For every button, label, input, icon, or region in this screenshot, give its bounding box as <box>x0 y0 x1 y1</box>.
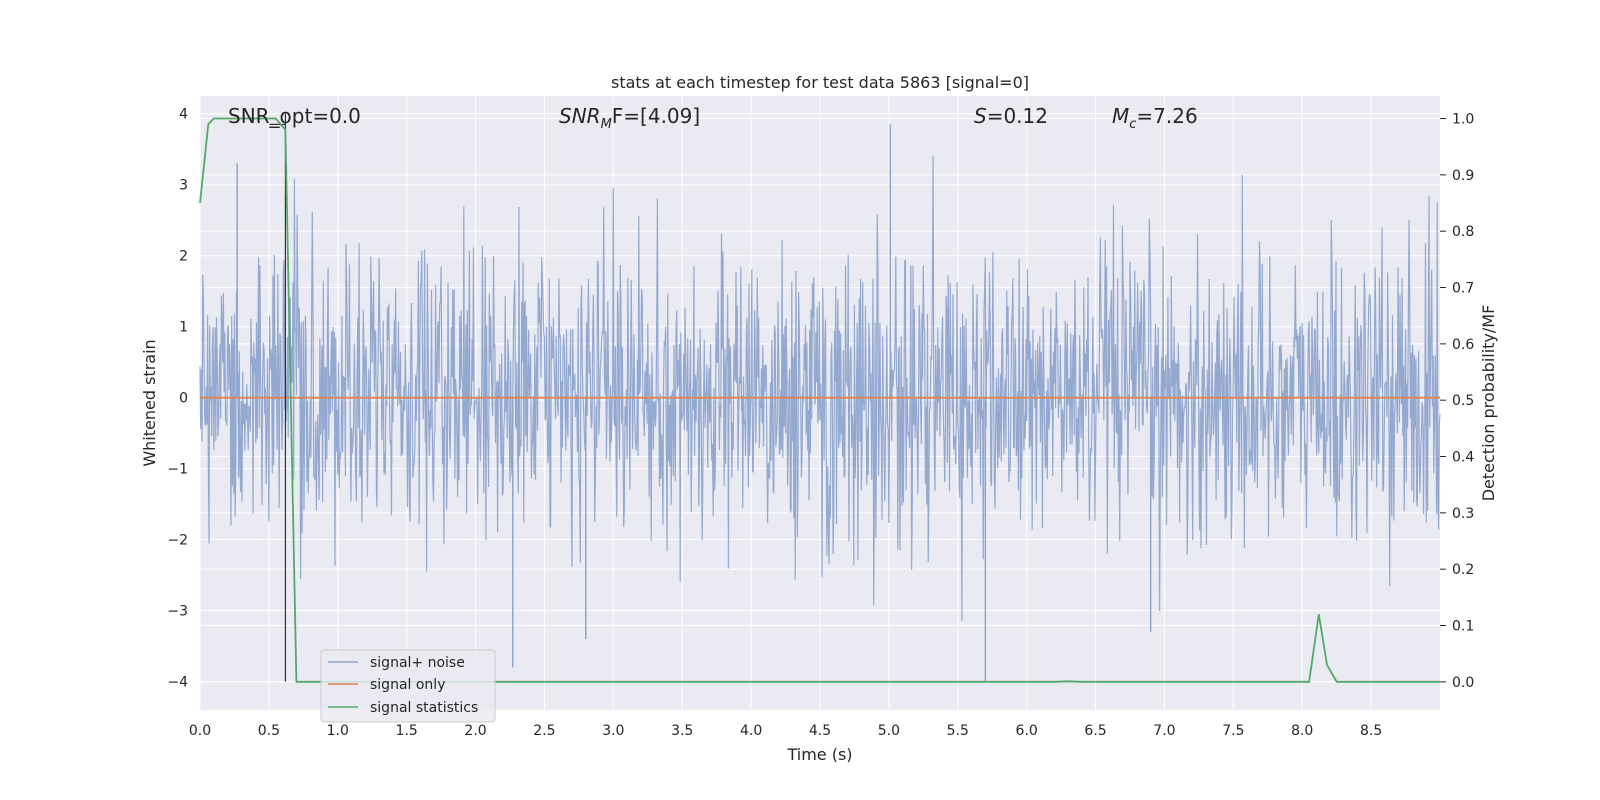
x-tick-label: 8.5 <box>1360 723 1382 739</box>
x-tick-label: 6.0 <box>1016 723 1038 739</box>
y-tick-label-left: 3 <box>179 178 188 194</box>
annotation-s-rest: =0.12 <box>987 104 1048 128</box>
x-tick-label: 7.0 <box>1153 723 1175 739</box>
y-tick-label-left: 4 <box>179 107 188 123</box>
annotation-mc: Mc=7.26 <box>1112 104 1198 132</box>
x-tick-label: 3.0 <box>602 723 624 739</box>
x-tick-label: 6.5 <box>1084 723 1106 739</box>
x-tick-label: 1.0 <box>327 723 349 739</box>
y-tick-label-right: 0.1 <box>1452 619 1474 635</box>
annotation-mc-rest: =7.26 <box>1136 104 1197 128</box>
y-tick-label-left: −2 <box>167 533 188 549</box>
annotation-s-main: S <box>974 104 987 128</box>
signal-noise-line <box>199 155 1441 621</box>
chart-title: stats at each timestep for test data 586… <box>611 73 1029 92</box>
y-tick-label-left: −1 <box>167 462 188 478</box>
y-tick-label-left: 2 <box>179 249 188 265</box>
signal-statistics-line <box>199 117 1440 683</box>
x-tick-label: 4.0 <box>740 723 762 739</box>
x-tick-label: 7.5 <box>1222 723 1244 739</box>
series-lines <box>199 113 1440 683</box>
ticks: 0.0 0.5 1.0 1.5 2.0 2.5 3.0 3.5 4.0 4.5 5.0 5.5 6.0 6… <box>167 107 1474 739</box>
y-tick-label-left: 0 <box>179 391 188 407</box>
y-tick-label-right: 0.6 <box>1452 337 1474 353</box>
x-tick-label: 1.5 <box>396 723 418 739</box>
y-tick-label-right: 0.4 <box>1452 450 1474 466</box>
x-tick-label: 2.0 <box>464 723 486 739</box>
y-tick-label-left: −3 <box>167 604 188 620</box>
y-tick-label-right: 0.7 <box>1452 281 1474 297</box>
x-axis-label: Time (s) <box>786 745 852 764</box>
y-tick-label-right: 0.8 <box>1452 224 1474 240</box>
x-tick-label: 4.5 <box>809 723 831 739</box>
legend-box <box>320 649 496 723</box>
annotation-mc-sub: c <box>1129 117 1136 132</box>
y-tick-label-right: 0.3 <box>1452 506 1474 522</box>
annotation-snr-opt: SNR_opt=0.0 <box>228 104 361 128</box>
legend: signal+ noise signal only signal statist… <box>320 649 496 723</box>
legend-label-signal-statistics: signal statistics <box>370 700 478 716</box>
series-signal-noise <box>199 124 1441 682</box>
y-tick-label-left: −4 <box>167 675 188 691</box>
legend-label-signal-noise: signal+ noise <box>370 655 465 671</box>
legend-label-signal-only: signal only <box>370 677 445 693</box>
y-axis-label-right: Detection probability/MF <box>1479 305 1498 502</box>
annotation-mc-main: M <box>1112 104 1129 128</box>
x-tick-label: 2.5 <box>533 723 555 739</box>
y-tick-label-left: 1 <box>179 320 188 336</box>
annotation-snr-mf-sub: M <box>601 117 612 132</box>
y-tick-label-right: 1.0 <box>1452 112 1474 128</box>
y-tick-label-right: 0.2 <box>1452 562 1474 578</box>
x-tick-label: 3.5 <box>671 723 693 739</box>
annotation-snr-mf-rest: F=[4.09] <box>612 104 700 128</box>
annotation-s: S=0.12 <box>974 104 1048 128</box>
annotation-snr-mf: SNRMF=[4.09] <box>559 104 700 132</box>
x-tick-label: 8.0 <box>1291 723 1313 739</box>
x-tick-label: 5.5 <box>947 723 969 739</box>
y-axis-label-left: Whitened strain <box>140 339 159 466</box>
y-tick-label-right: 0.5 <box>1452 393 1474 409</box>
y-tick-label-right: 0.0 <box>1452 675 1474 691</box>
y-tick-label-right: 0.9 <box>1452 168 1474 184</box>
x-tick-label: 0.5 <box>258 723 280 739</box>
x-tick-label: 0.0 <box>189 723 211 739</box>
x-tick-label: 5.0 <box>878 723 900 739</box>
annotation-snr-mf-main: SNR <box>559 104 601 128</box>
